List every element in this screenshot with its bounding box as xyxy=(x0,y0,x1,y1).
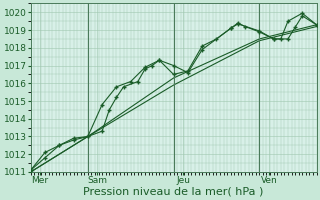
X-axis label: Pression niveau de la mer( hPa ): Pression niveau de la mer( hPa ) xyxy=(84,187,264,197)
